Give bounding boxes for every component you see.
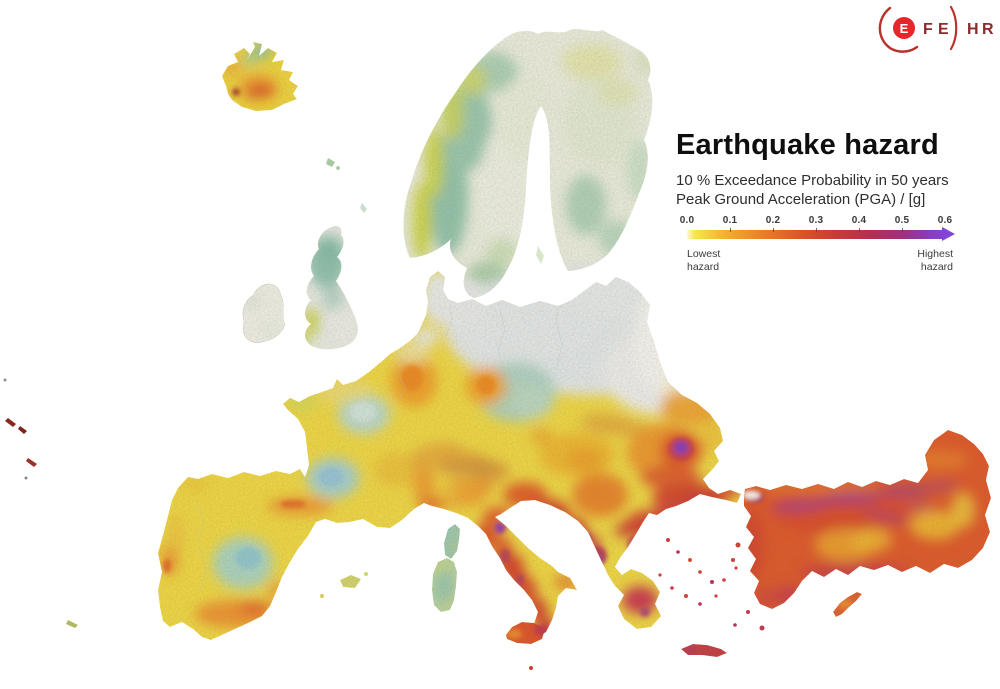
legend-tickmark [816,228,817,232]
map-header: Earthquake hazard 10 % Exceedance Probab… [676,128,976,209]
legend-tick-0.3: 0.3 [808,215,824,226]
legend-gradient-bar [687,230,943,239]
logo-letter: H [967,21,979,38]
logo-letter: R [982,21,994,38]
legend-tick-0.6: 0.6 [937,215,953,226]
logo-circle-letter: E [900,21,909,36]
small-islands [3,158,765,670]
legend-tickmark [773,228,774,232]
hazard-legend: 0.0 0.1 0.2 0.3 0.4 0.5 0.6 Lowest hazar… [680,215,962,273]
subtitle-line-1: 10 % Exceedance Probability in 50 years [676,172,949,189]
logo-letter: E [938,21,949,38]
legend-tickmark [902,228,903,232]
legend-tick-0.2: 0.2 [765,215,781,226]
map-subtitle: 10 % Exceedance Probability in 50 years … [676,171,976,209]
legend-sublabels: Lowest hazard Highest hazard [687,248,953,273]
legend-tickmark [859,228,860,232]
subtitle-line-2: Peak Ground Acceleration (PGA) / [g] [676,191,926,208]
highest-hazard-label: Highest hazard [917,248,953,273]
lowest-hazard-label: Lowest hazard [687,248,721,273]
legend-tick-0.1: 0.1 [722,215,738,226]
logo-arc-left [878,6,919,53]
legend-tick-labels: 0.0 0.1 0.2 0.3 0.4 0.5 0.6 [680,215,962,226]
page-title: Earthquake hazard [676,129,939,161]
legend-arrow [942,227,955,241]
legend-tick-0.0: 0.0 [679,215,695,226]
legend-bar-area [687,227,962,243]
legend-tick-0.4: 0.4 [851,215,867,226]
logo-letter: F [923,21,933,38]
legend-tickmark [730,228,731,232]
efehr-logo: E F E H R [878,5,994,53]
legend-tick-0.5: 0.5 [894,215,910,226]
logo-arc-mid [949,5,958,51]
logo-circle [893,17,915,39]
